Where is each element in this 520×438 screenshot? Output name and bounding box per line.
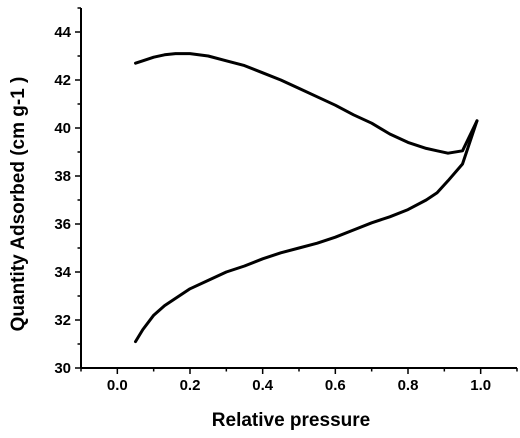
series-layer [134,52,479,344]
x-tick-label: 0.4 [252,377,274,394]
x-tick-label: 0.8 [398,377,419,394]
y-tick-label: 32 [54,312,71,329]
y-tick-label: 36 [54,216,71,233]
y-tick-label: 30 [54,360,71,377]
y-tick-label: 34 [54,264,71,281]
axes [80,8,517,369]
y-axis-ticks: 30 32 34 36 38 40 42 44 [54,7,81,377]
x-axis-ticks: 0.0 0.2 0.4 0.6 0.8 1.0 [80,368,518,394]
y-axis-title: Quantity Adsorbed (cm g-1 ) [8,77,29,332]
x-tick-label: 0.0 [107,377,128,394]
x-tick-label: 0.2 [180,377,201,394]
x-tick-label: 1.0 [470,377,491,394]
y-tick-label: 40 [54,120,71,137]
y-tick-label: 38 [54,168,71,185]
y-tick-label: 44 [54,24,71,41]
x-axis-title: Relative pressure [212,410,370,431]
adsorption-branch-line [134,119,479,344]
x-tick-label: 0.6 [325,377,346,394]
desorption-branch-line [134,52,479,155]
y-tick-label: 42 [54,72,71,89]
